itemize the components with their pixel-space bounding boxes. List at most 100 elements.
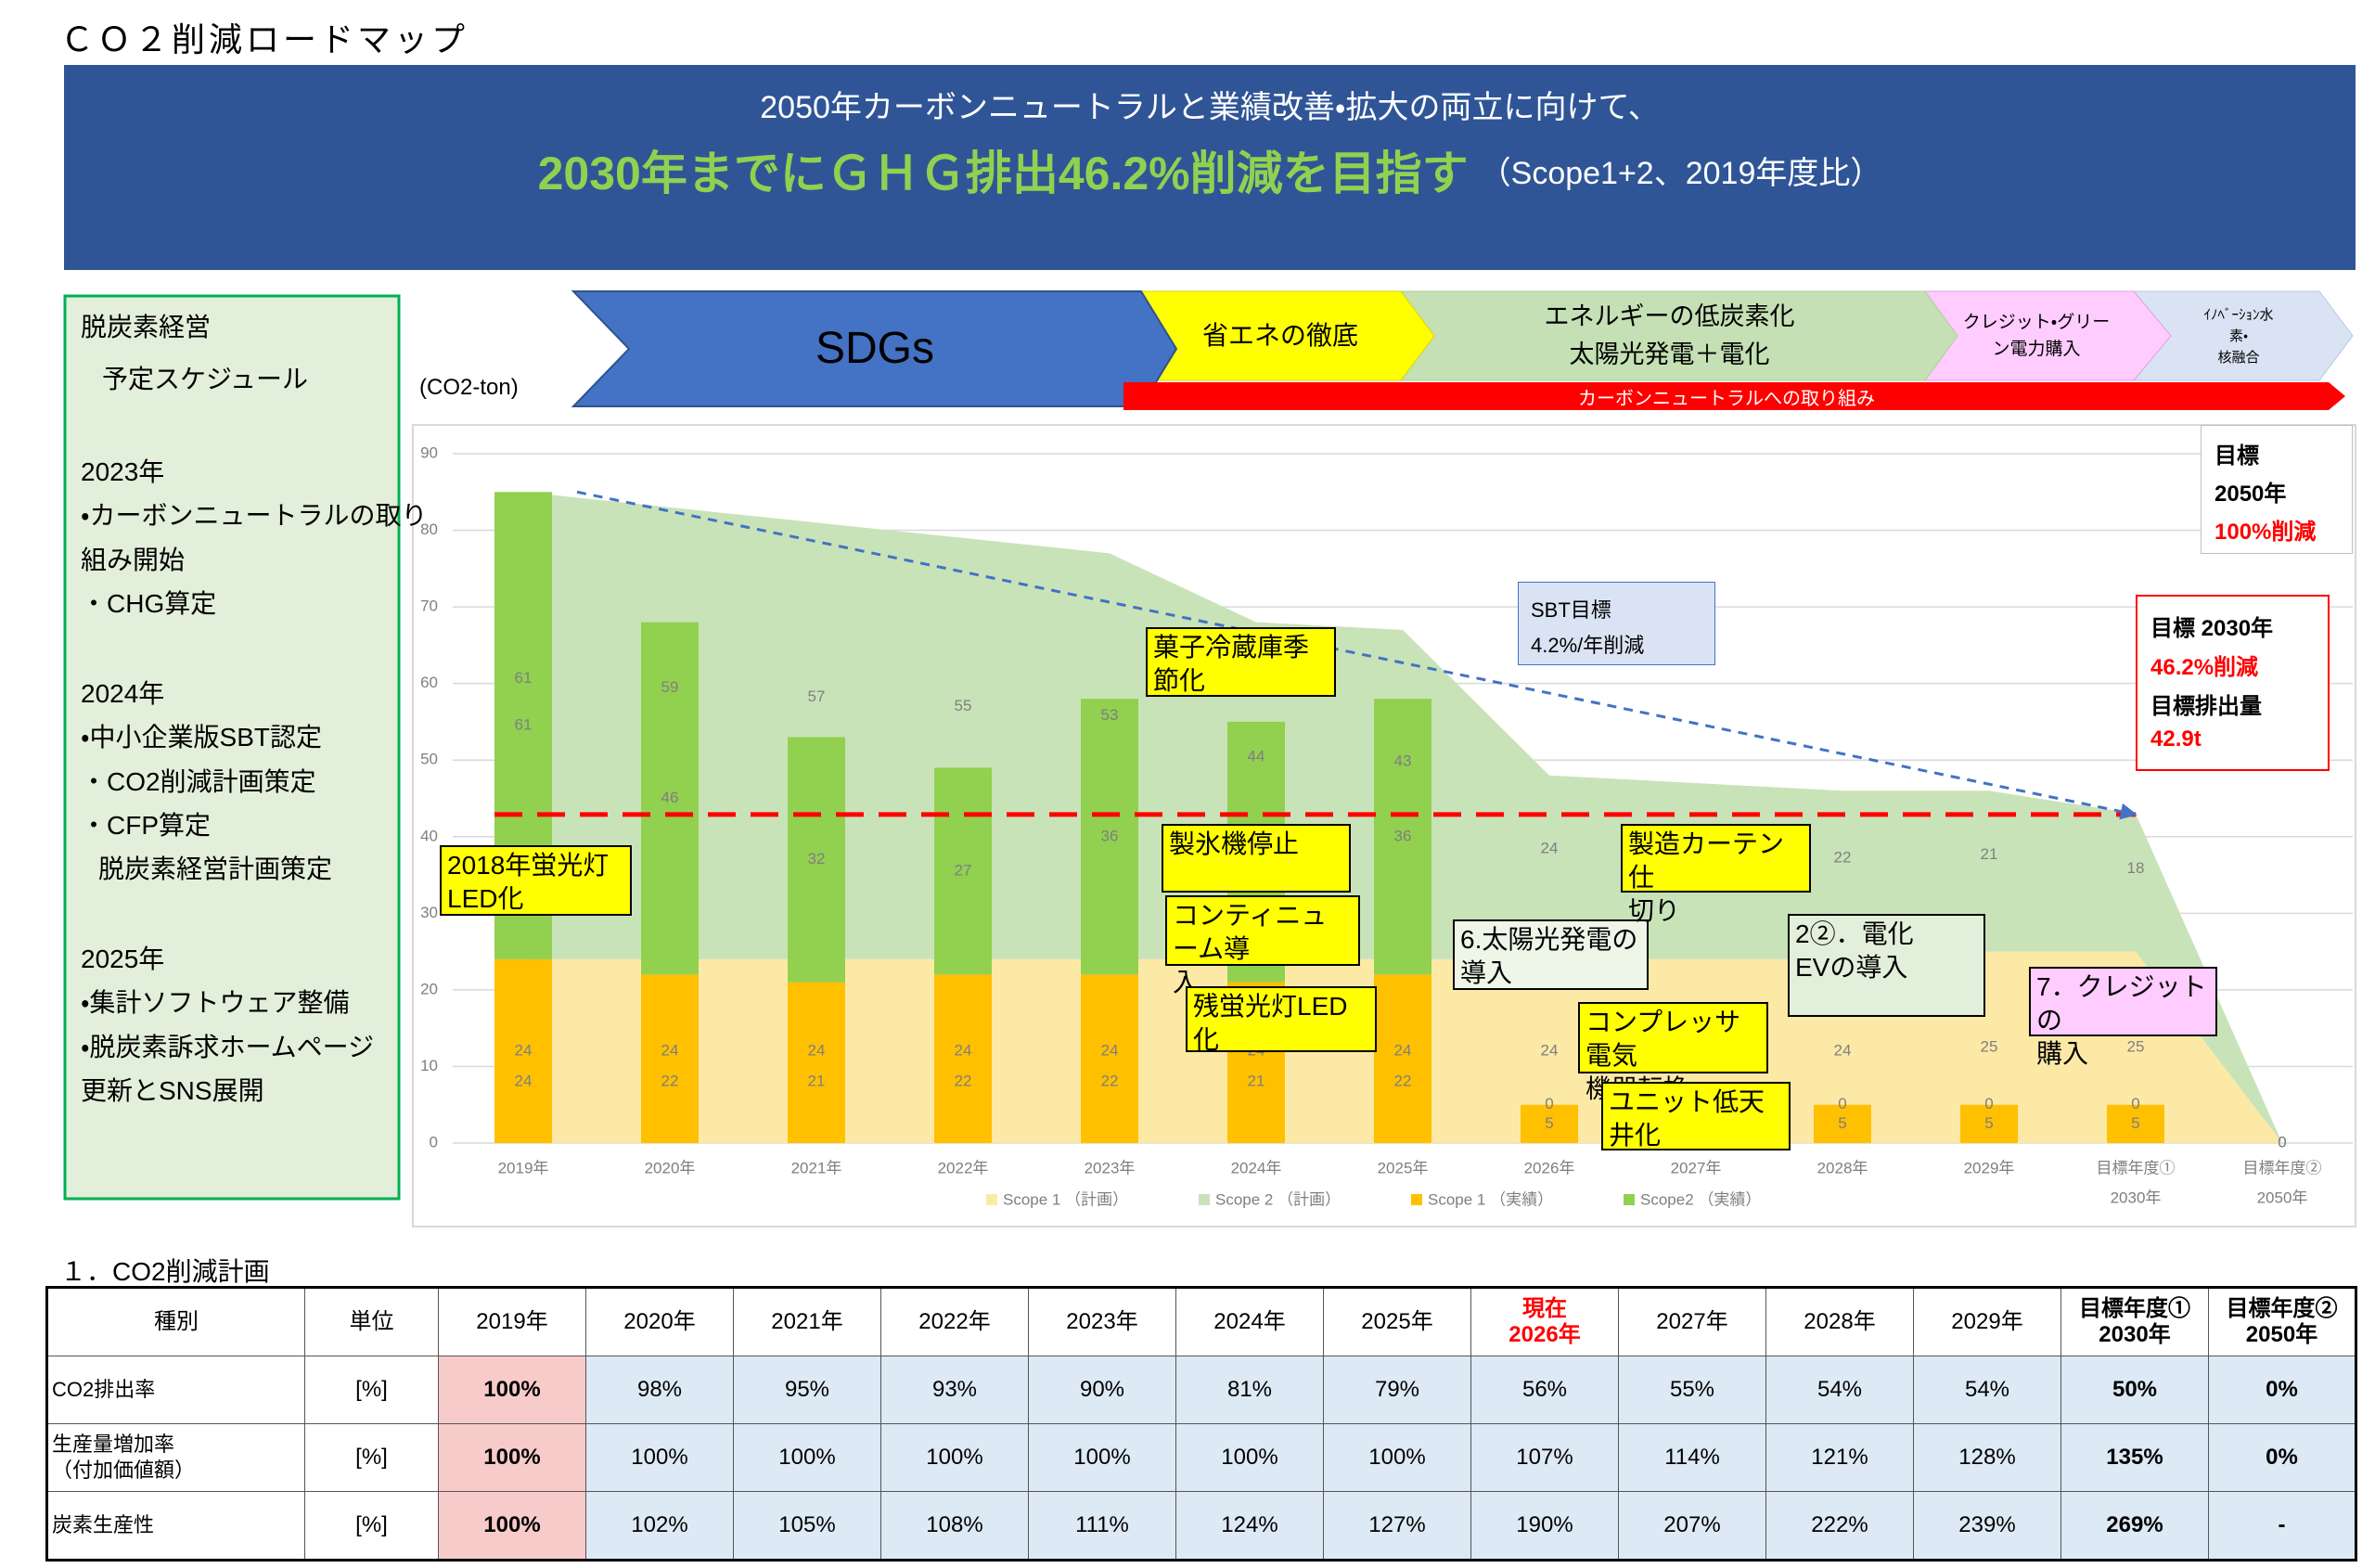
table-cell: 56% bbox=[1470, 1356, 1619, 1424]
schedule-line: 脱炭素経営計画策定 bbox=[98, 855, 333, 883]
table-cell: 124% bbox=[1175, 1491, 1324, 1561]
table-cell: 121% bbox=[1765, 1423, 1914, 1492]
value-label: 25 bbox=[1981, 1037, 1998, 1055]
bar bbox=[788, 737, 845, 983]
y-tick-label: 0 bbox=[430, 1133, 438, 1150]
legend-label: Scope2 （実績） bbox=[1640, 1190, 1761, 1208]
x-tick-label: 目標年度② bbox=[2243, 1159, 2322, 1176]
table-cell: 100% bbox=[438, 1491, 586, 1561]
value-label: 0 bbox=[1984, 1095, 1993, 1112]
schedule-line: 組み開始 bbox=[81, 546, 186, 574]
legend-label: Scope 1 （計画） bbox=[1003, 1190, 1128, 1208]
target-2050-line: 目標 bbox=[2215, 443, 2259, 469]
value-label: 0 bbox=[2278, 1133, 2286, 1150]
header-cell: 単位 bbox=[304, 1287, 439, 1356]
header-cell: 種別 bbox=[46, 1287, 305, 1356]
value-label: 22 bbox=[1101, 1072, 1119, 1089]
y-unit-label: (CO2-ton) bbox=[419, 375, 519, 400]
sbt-box: SBT目標 4.2%/年削減 bbox=[1518, 582, 1715, 665]
annotation: 7．クレジットの 購入 bbox=[2029, 967, 2217, 1068]
header-cell: 2021年 bbox=[733, 1287, 881, 1356]
headline-main: 2030年までにＧＨＧ排出46.2%削減を目指す bbox=[537, 148, 1469, 199]
value-label: 57 bbox=[808, 688, 826, 705]
legend-label: Scope 1 （実績） bbox=[1428, 1190, 1553, 1208]
bar bbox=[2107, 1104, 2164, 1143]
value-label: 24 bbox=[1541, 839, 1559, 856]
x-tick-sublabel: 2050年 bbox=[2257, 1189, 2308, 1206]
banner-line: 2050年カーボンニュートラルと業績改善・拡大の両立に向けて、 bbox=[760, 90, 1660, 125]
value-label: 22 bbox=[1394, 1072, 1412, 1089]
bar bbox=[1081, 974, 1138, 1143]
left-panel-bg bbox=[63, 294, 401, 1201]
phase-label: SDGs bbox=[815, 324, 934, 373]
table-cell: 190% bbox=[1470, 1491, 1619, 1561]
y-tick-label: 10 bbox=[420, 1057, 438, 1074]
x-tick-label: 2024年 bbox=[1231, 1159, 1282, 1176]
banner-headline: 2030年までにＧＨＧ排出46.2%削減を目指す （Scope1+2、2019年度… bbox=[64, 139, 2356, 200]
target-2050-line: 2050年 bbox=[2215, 482, 2287, 507]
value-label: 24 bbox=[1101, 1041, 1119, 1059]
value-label: 46 bbox=[661, 789, 679, 806]
table-row: 生産量増加率 （付加価値額） [%] 100% 100% 100% 100% 100% 100… bbox=[46, 1423, 2356, 1492]
plan-table: 種別 単位 2019年 2020年 2021年 2022年 2023年 2024年 2025年現… bbox=[45, 1286, 2357, 1562]
annotation: ユニット低天井化 bbox=[1601, 1082, 1791, 1150]
header-cell: 2029年 bbox=[1913, 1287, 2061, 1356]
value-label: 36 bbox=[1101, 827, 1119, 844]
value-label: 24 bbox=[661, 1041, 679, 1059]
annotation: コンプレッサ電気 機器転換 bbox=[1578, 1002, 1768, 1103]
table-cell: 102% bbox=[585, 1491, 734, 1561]
annotation: 6.太陽光発電の 導入 bbox=[1453, 919, 1649, 990]
value-label: 21 bbox=[1248, 1072, 1265, 1089]
value-label: 0 bbox=[2278, 1133, 2286, 1150]
table-cell: 55% bbox=[1618, 1356, 1766, 1424]
header-cell: 目標年度① 2030年 bbox=[2060, 1287, 2209, 1356]
y-tick-label: 90 bbox=[420, 443, 438, 461]
header-cell: 2027年 bbox=[1618, 1287, 1766, 1356]
target-2030-line: 42.9t bbox=[2150, 726, 2202, 752]
headline-note: （Scope1+2、2019年度比） bbox=[1479, 155, 1882, 191]
header-cell: 2028年 bbox=[1765, 1287, 1914, 1356]
annotation: 残蛍光灯LED 化 bbox=[1186, 986, 1377, 1054]
value-label: 18 bbox=[2127, 859, 2145, 877]
value-label: 5 bbox=[2131, 1114, 2139, 1132]
table-cell: 100% bbox=[1175, 1423, 1324, 1492]
table-cell: 207% bbox=[1618, 1491, 1766, 1561]
table-cell: 50% bbox=[2060, 1356, 2209, 1424]
carbon-neutral-arrow bbox=[1123, 382, 2345, 410]
x-tick-label: 2022年 bbox=[938, 1159, 989, 1176]
target-2050-box: 目標 2050年 100%削減 bbox=[2201, 425, 2353, 554]
x-tick-label: 2023年 bbox=[1085, 1159, 1136, 1176]
table-cell: 239% bbox=[1913, 1491, 2061, 1561]
value-label: 24 bbox=[808, 1041, 826, 1059]
table-cell: 95% bbox=[733, 1356, 881, 1424]
bar bbox=[1521, 1104, 1578, 1143]
table-cell: 222% bbox=[1765, 1491, 1914, 1561]
x-tick-label: 2027年 bbox=[1671, 1159, 1722, 1176]
bar bbox=[934, 974, 992, 1143]
annotation: 菓子冷蔵庫季 節化 bbox=[1146, 627, 1336, 697]
value-label: 24 bbox=[1541, 1041, 1559, 1059]
value-label: 0 bbox=[1545, 1095, 1553, 1112]
schedule-line: 予定スケジュール bbox=[102, 365, 309, 393]
x-tick-label: 2019年 bbox=[498, 1159, 549, 1176]
page-title: ＣＯ２削減ロードマップ bbox=[60, 20, 469, 58]
x-tick-label: 2020年 bbox=[645, 1159, 696, 1176]
bar bbox=[1960, 1104, 2018, 1143]
schedule-line: ・CHG算定 bbox=[81, 589, 217, 618]
value-label: 55 bbox=[955, 697, 972, 714]
table-cell: 54% bbox=[1765, 1356, 1914, 1424]
annotation: 2018年蛍光灯 LED化 bbox=[440, 845, 632, 916]
table-cell: 135% bbox=[2060, 1423, 2209, 1492]
bar bbox=[788, 982, 845, 1143]
table-cell: 100% bbox=[438, 1423, 586, 1492]
x-tick-label: 目標年度① bbox=[2097, 1159, 2176, 1176]
table-cell: 90% bbox=[1028, 1356, 1176, 1424]
legend-swatch bbox=[986, 1194, 997, 1205]
schedule-line: ・カーボンニュートラルの取り bbox=[81, 501, 428, 530]
value-label: 24 bbox=[955, 1041, 972, 1059]
legend-swatch bbox=[1624, 1194, 1635, 1205]
schedule-line: 2024年 bbox=[81, 679, 165, 708]
x-tick-label: 2025年 bbox=[1378, 1159, 1429, 1176]
x-tick-label: 2021年 bbox=[791, 1159, 842, 1176]
schedule-line: ・CFP算定 bbox=[81, 811, 212, 840]
